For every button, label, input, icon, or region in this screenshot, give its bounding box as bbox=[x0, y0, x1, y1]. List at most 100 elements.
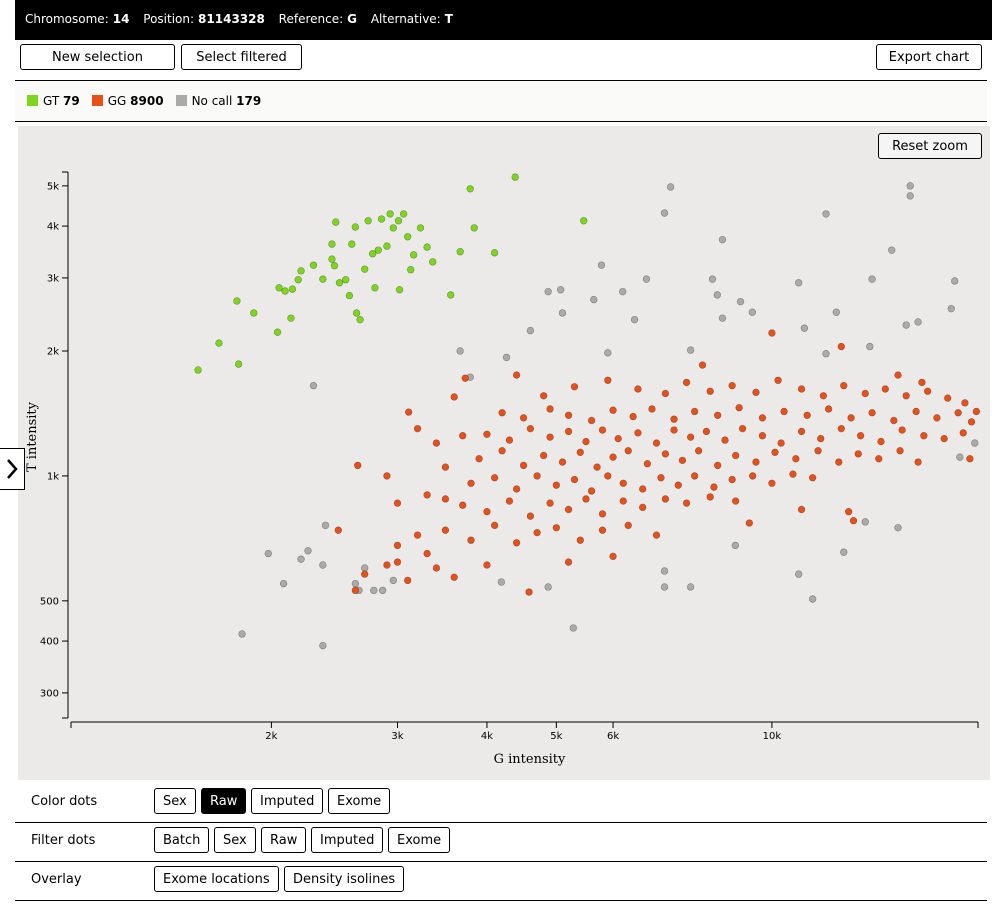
point bbox=[660, 583, 669, 591]
chart: 2k 3k 4k 5k 6k 10k 5k 4k 3k 2k 1k 500 400 300 G intens… bbox=[25, 171, 981, 767]
point bbox=[351, 586, 360, 595]
option-button[interactable]: Exome locations bbox=[154, 866, 279, 892]
point bbox=[643, 460, 652, 468]
point bbox=[342, 276, 350, 284]
point bbox=[918, 378, 926, 387]
point bbox=[832, 308, 840, 316]
point bbox=[432, 439, 441, 447]
point bbox=[502, 353, 511, 362]
point bbox=[526, 326, 535, 335]
point bbox=[456, 347, 464, 355]
point bbox=[432, 564, 441, 572]
point bbox=[423, 491, 431, 499]
option-button[interactable]: Sex bbox=[154, 788, 196, 814]
point bbox=[466, 185, 474, 193]
point bbox=[461, 374, 469, 382]
option-button[interactable]: Density isolines bbox=[284, 866, 405, 892]
legend-count: 179 bbox=[236, 94, 262, 108]
point bbox=[490, 249, 499, 257]
option-label: Overlay bbox=[31, 872, 82, 887]
point bbox=[652, 439, 661, 447]
point bbox=[512, 485, 521, 493]
point bbox=[629, 412, 637, 421]
point bbox=[356, 315, 364, 324]
point bbox=[511, 173, 519, 181]
point bbox=[598, 526, 607, 534]
point bbox=[279, 579, 288, 588]
point bbox=[526, 512, 535, 520]
button[interactable]: Select filtered bbox=[181, 44, 302, 70]
point bbox=[570, 383, 579, 391]
point bbox=[394, 217, 403, 225]
reset-zoom-button[interactable]: Reset zoom bbox=[878, 133, 982, 159]
legend-count: 79 bbox=[63, 94, 80, 108]
option-button[interactable]: Batch bbox=[154, 827, 210, 853]
x-tick-label: 6k bbox=[607, 731, 619, 742]
point bbox=[450, 393, 458, 401]
point bbox=[234, 360, 243, 368]
point bbox=[837, 342, 846, 351]
point bbox=[604, 472, 612, 480]
point bbox=[777, 439, 785, 447]
point bbox=[670, 415, 678, 423]
legend-label: No call bbox=[191, 94, 233, 108]
point bbox=[866, 342, 874, 351]
point bbox=[264, 549, 272, 558]
point bbox=[582, 495, 590, 503]
point bbox=[819, 392, 828, 400]
option-button[interactable]: Imputed bbox=[311, 827, 384, 853]
point bbox=[590, 295, 598, 304]
option-button[interactable]: Exome bbox=[328, 788, 391, 814]
point bbox=[875, 455, 883, 463]
point bbox=[840, 548, 848, 556]
point bbox=[525, 588, 533, 596]
point bbox=[657, 474, 665, 482]
point bbox=[593, 463, 601, 471]
x-tick-label: 4k bbox=[481, 731, 493, 742]
point bbox=[288, 285, 297, 293]
point bbox=[319, 561, 327, 569]
point bbox=[609, 406, 617, 414]
point bbox=[902, 321, 910, 329]
sidebar-toggle[interactable] bbox=[0, 448, 25, 490]
option-button[interactable]: Sex bbox=[214, 827, 256, 853]
option-label: Color dots bbox=[31, 794, 98, 809]
y-tick-label: 300 bbox=[40, 688, 59, 699]
point bbox=[624, 521, 632, 530]
option-button[interactable]: Exome bbox=[388, 827, 451, 853]
point bbox=[423, 243, 431, 251]
point bbox=[273, 328, 282, 336]
point bbox=[731, 541, 740, 550]
button[interactable]: Export chart bbox=[876, 44, 982, 70]
point bbox=[406, 266, 415, 274]
point bbox=[297, 555, 305, 563]
point bbox=[393, 541, 402, 550]
point bbox=[694, 447, 703, 455]
point bbox=[564, 427, 573, 436]
point bbox=[660, 567, 669, 575]
point bbox=[713, 411, 722, 419]
point bbox=[868, 275, 876, 283]
point bbox=[609, 552, 617, 561]
option-button[interactable]: Raw bbox=[261, 827, 307, 853]
point bbox=[564, 411, 573, 419]
point bbox=[698, 361, 707, 369]
point bbox=[403, 233, 412, 241]
point bbox=[894, 371, 902, 379]
point bbox=[780, 407, 788, 416]
option-button[interactable]: Raw bbox=[201, 788, 247, 814]
x-tick-label: 5k bbox=[550, 731, 562, 742]
point bbox=[708, 275, 717, 283]
point bbox=[914, 458, 922, 466]
point bbox=[795, 570, 803, 578]
y-tick-label: 5k bbox=[47, 181, 59, 192]
option-button[interactable]: Imputed bbox=[251, 788, 324, 814]
point bbox=[951, 277, 959, 285]
point bbox=[609, 453, 617, 461]
point bbox=[467, 479, 475, 487]
point bbox=[661, 450, 670, 458]
point bbox=[371, 284, 379, 292]
button[interactable]: New selection bbox=[20, 44, 175, 70]
point bbox=[297, 267, 305, 275]
point bbox=[797, 505, 806, 514]
